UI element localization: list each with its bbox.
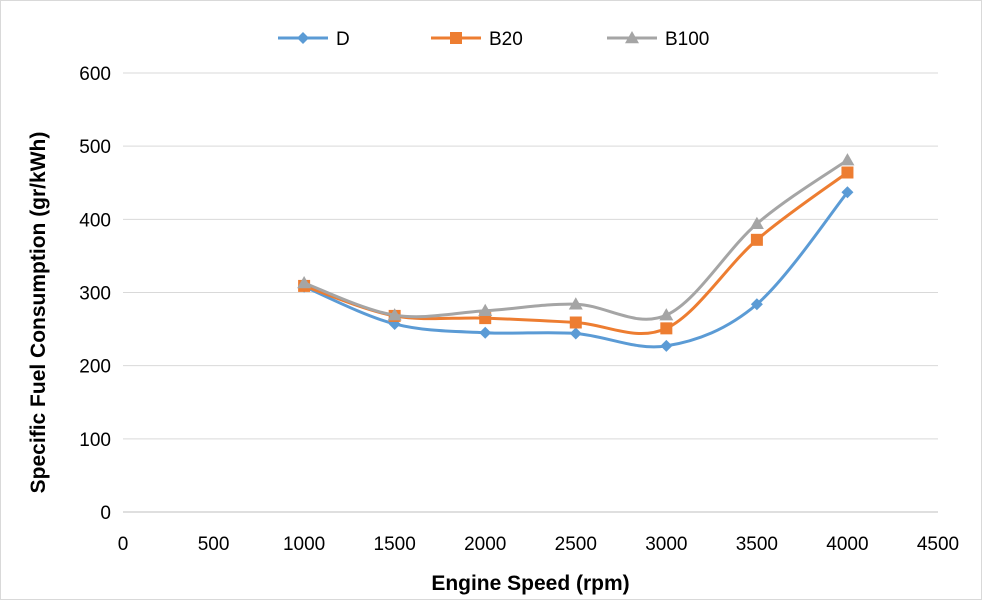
legend: D B20 B100 — [278, 29, 709, 50]
x-tick-label: 1000 — [283, 534, 325, 555]
data-point-b100 — [659, 308, 674, 321]
series-layer — [297, 153, 855, 352]
x-tick-label: 2000 — [464, 534, 506, 555]
legend-marker-d — [297, 32, 309, 44]
data-point-b20 — [750, 233, 763, 246]
data-point-d — [841, 186, 854, 199]
x-tick-label: 3000 — [645, 534, 687, 555]
x-tick-label: 4000 — [826, 534, 868, 555]
data-point-b20 — [660, 322, 673, 335]
y-tick-label: 500 — [79, 137, 111, 158]
data-point-d — [750, 298, 763, 311]
legend-marker-b20 — [450, 32, 462, 44]
data-point-b100 — [478, 303, 493, 317]
y-tick-label: 0 — [100, 503, 111, 524]
data-point-d — [479, 326, 492, 339]
axes: 0 100 200 300 400 500 600 0 500 1000 1500 2000 2500 3… — [79, 64, 959, 555]
gridlines — [123, 72, 938, 440]
legend-item-b100: B100 — [607, 29, 709, 50]
data-point-b20 — [841, 166, 854, 179]
legend-label-b20: B20 — [489, 29, 523, 50]
data-point-b100 — [387, 308, 402, 321]
y-tick-label: 100 — [79, 430, 111, 451]
y-tick-label: 200 — [79, 357, 111, 378]
legend-label-d: D — [336, 29, 350, 50]
legend-item-d: D — [278, 29, 350, 50]
series-b100 — [297, 153, 855, 321]
x-tick-label: 500 — [198, 534, 230, 555]
x-tick-label: 1500 — [374, 534, 416, 555]
data-point-b100 — [749, 216, 764, 229]
y-axis-title: Specific Fuel Consumption (gr/kWh) — [27, 132, 50, 494]
y-tick-label: 400 — [79, 210, 111, 231]
data-point-b100 — [568, 297, 583, 310]
y-tick-label: 300 — [79, 284, 111, 305]
data-point-b20 — [569, 316, 582, 329]
legend-marker-b100 — [625, 31, 639, 44]
y-tick-label: 600 — [79, 64, 111, 85]
data-point-d — [569, 327, 582, 340]
x-axis-title: Engine Speed (rpm) — [431, 572, 629, 595]
data-point-b100 — [840, 153, 855, 166]
x-tick-label: 2500 — [555, 534, 597, 555]
legend-label-b100: B100 — [665, 29, 709, 50]
data-point-b100 — [297, 275, 312, 289]
data-point-d — [660, 339, 673, 352]
legend-item-b20: B20 — [431, 29, 523, 50]
x-tick-label: 3500 — [736, 534, 778, 555]
x-tick-label: 0 — [118, 534, 129, 555]
x-tick-label: 4500 — [917, 534, 959, 555]
